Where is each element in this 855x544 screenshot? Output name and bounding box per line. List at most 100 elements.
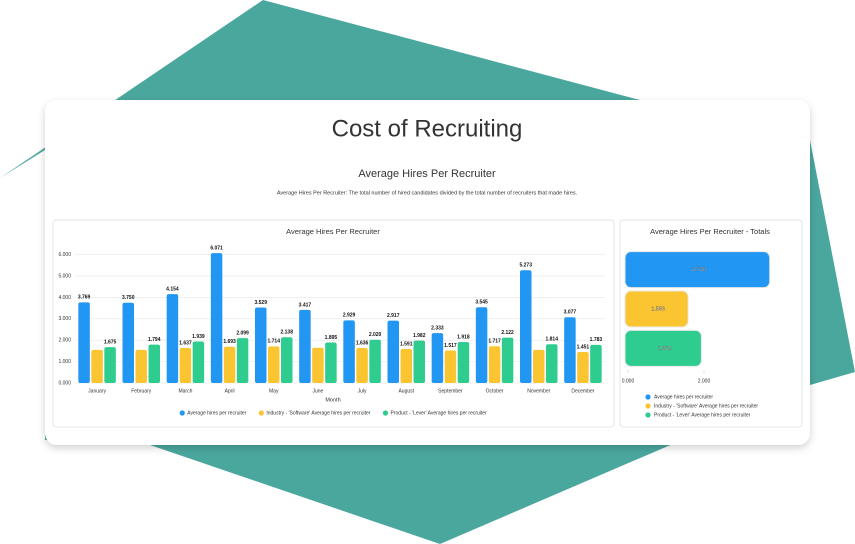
bar — [104, 347, 116, 383]
bar — [457, 341, 470, 383]
data-label: 1.637 — [179, 340, 192, 346]
bar — [400, 348, 412, 383]
legend-label: Product - 'Lever' Average hires per recr… — [654, 412, 751, 418]
data-label: 1.693 — [223, 339, 236, 345]
data-label: 1.451 — [577, 344, 590, 350]
bar — [281, 337, 293, 383]
y-tick-label: 3.000 — [58, 316, 71, 322]
legend-label: Average hires per recruiter — [187, 410, 246, 416]
x-tick-label: November — [527, 388, 550, 394]
data-label: 1.932 — [658, 346, 672, 352]
bar — [533, 349, 545, 383]
bar — [624, 290, 689, 328]
data-label: 1.583 — [651, 306, 665, 312]
x-axis-label: Month — [325, 397, 340, 403]
legend-swatch — [645, 412, 651, 418]
bar — [148, 344, 160, 383]
bar — [387, 320, 399, 383]
data-label: 3.545 — [475, 300, 488, 306]
bar — [431, 333, 444, 383]
data-label: 1.794 — [148, 337, 161, 343]
data-label: 3.417 — [299, 302, 312, 308]
bar — [413, 340, 425, 383]
x-tick-label: 2.000 — [698, 378, 711, 384]
data-label: 1.636 — [356, 340, 369, 346]
chart-title: Average Hires Per Recruiter — [286, 227, 380, 236]
legend: Average hires per recruiter Industry - 'S… — [179, 410, 487, 416]
bar — [312, 347, 324, 383]
data-label: 3.730 — [692, 267, 706, 273]
legend-label: Industry - 'Software' Average hires per … — [266, 410, 370, 416]
data-label: 5.273 — [519, 263, 532, 269]
data-label: 1.895 — [325, 335, 338, 341]
data-label: 1.717 — [488, 339, 501, 345]
x-tick-label: May — [269, 388, 279, 394]
x-tick-label: July — [358, 388, 367, 394]
bar — [356, 348, 368, 383]
bar — [369, 339, 381, 383]
data-label: 6.071 — [210, 246, 223, 252]
data-label: 1.939 — [192, 334, 205, 340]
bar — [179, 347, 192, 383]
bar — [210, 253, 223, 383]
data-label: 3.769 — [78, 295, 91, 301]
legend-swatch — [258, 410, 264, 416]
x-tick-label: September — [438, 388, 463, 394]
data-label: 1.783 — [590, 337, 603, 343]
legend-label: Average hires per recruiter — [654, 394, 713, 400]
data-label: 1.814 — [545, 337, 558, 343]
x-tick-label: January — [88, 388, 106, 394]
bar — [546, 344, 558, 383]
y-tick-label: 2.000 — [58, 338, 71, 344]
bar — [299, 309, 311, 383]
x-tick-label: August — [398, 388, 414, 394]
x-tick-label: December — [571, 388, 594, 394]
data-label: 1.714 — [267, 339, 280, 345]
data-label: 3.750 — [122, 295, 135, 301]
legend-swatch — [179, 410, 185, 416]
bar — [255, 307, 267, 383]
bar — [577, 351, 589, 383]
legend-label: Industry - 'Software' Average hires per … — [654, 403, 758, 409]
y-tick-label: 5.000 — [58, 273, 71, 279]
y-tick-label: 1.000 — [58, 359, 71, 365]
data-label: 2.929 — [343, 313, 356, 319]
chart-title: Average Hires Per Recruiter - Totals — [650, 227, 770, 236]
x-tick-label: 0.000 — [622, 378, 635, 384]
page-title: Cost of Recruiting — [332, 115, 523, 142]
y-tick-label: 6.000 — [58, 252, 71, 258]
bar — [624, 251, 771, 289]
bar — [624, 329, 702, 367]
data-label: 1.675 — [104, 340, 117, 346]
bar — [223, 346, 236, 383]
x-tick-label: June — [312, 388, 323, 394]
legend-swatch — [645, 403, 651, 409]
data-label: 1.918 — [457, 334, 470, 340]
bar — [475, 307, 488, 383]
bar — [444, 350, 457, 383]
bar — [590, 344, 602, 383]
bar — [343, 320, 355, 383]
x-tick-label: October — [486, 388, 504, 394]
data-label: 2.917 — [387, 313, 400, 319]
data-label: 2.099 — [236, 330, 249, 336]
data-label: 3.529 — [254, 300, 267, 306]
bar — [236, 338, 249, 383]
bar — [91, 349, 103, 383]
data-label: 2.138 — [280, 330, 293, 336]
data-label: 3.077 — [564, 310, 577, 316]
data-label: 2.122 — [501, 330, 514, 336]
bar — [135, 349, 147, 383]
data-label: 1.591 — [400, 341, 413, 347]
data-label: 1.517 — [444, 343, 457, 349]
data-label: 2.333 — [431, 325, 444, 331]
data-label: 4.154 — [166, 286, 179, 292]
bar — [520, 270, 532, 383]
bar — [122, 302, 134, 383]
bar — [192, 341, 205, 383]
bar — [564, 317, 576, 383]
bar — [78, 302, 90, 383]
bar — [268, 346, 280, 383]
section-title: Average Hires Per Recruiter — [358, 168, 496, 180]
